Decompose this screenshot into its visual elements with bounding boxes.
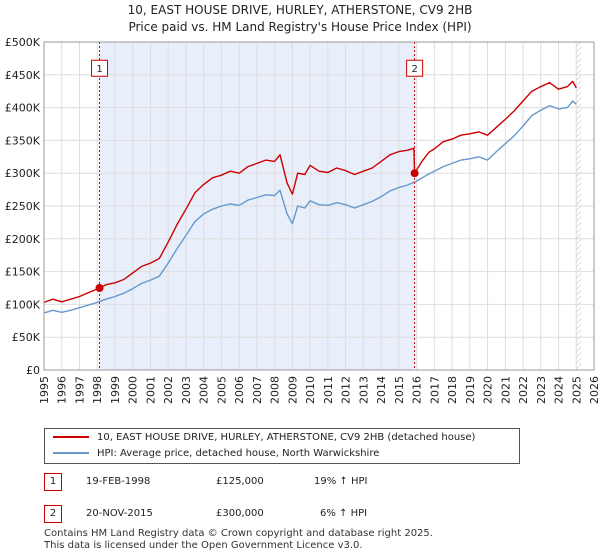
sale-point-1 — [95, 284, 104, 292]
sale-point-2 — [410, 169, 419, 178]
plot-frame — [43, 41, 595, 371]
footer-copyright: Contains HM Land Registry data © Crown c… — [44, 528, 433, 539]
x-tick-label: 1996 — [56, 376, 69, 404]
x-tick-label: 2016 — [411, 376, 424, 404]
transaction-hpi-1: 19% ↑ HPI — [314, 476, 368, 487]
x-tick-label: 2022 — [517, 376, 530, 404]
x-tick-label: 2006 — [233, 376, 246, 404]
x-tick-label: 2010 — [304, 376, 317, 404]
x-tick-label: 2014 — [375, 376, 388, 404]
x-tick-label: 2013 — [357, 376, 370, 404]
transaction-date-2: 20-NOV-2015 — [86, 508, 153, 519]
x-tick-label: 2004 — [198, 376, 211, 404]
legend-label-hpi: HPI: Average price, detached house, Nort… — [97, 448, 380, 459]
x-tick-label: 2007 — [251, 376, 264, 404]
x-tick-label: 2003 — [180, 376, 193, 404]
y-tick-label: £50K — [12, 331, 41, 344]
transaction-marker-2: 2 — [44, 505, 62, 523]
y-tick-label: £500K — [5, 36, 41, 49]
y-tick-label: £0 — [26, 364, 40, 377]
x-tick-label: 1997 — [73, 376, 86, 404]
transaction-price-1: £125,000 — [216, 476, 264, 487]
transaction-marker-1: 1 — [44, 473, 62, 491]
x-tick-label: 2015 — [393, 376, 406, 404]
y-tick-label: £450K — [5, 69, 41, 82]
x-tick-label: 1999 — [109, 376, 122, 404]
hpi-line — [43, 100, 577, 314]
sale-box-label-1: 1 — [96, 64, 102, 75]
footer-license: This data is licensed under the Open Gov… — [44, 540, 363, 551]
transaction-price-2: £300,000 — [216, 508, 264, 519]
sale-box-label-2: 2 — [411, 64, 417, 75]
sale-box-2 — [406, 59, 424, 77]
x-tick-label: 2024 — [553, 376, 566, 404]
y-tick-label: £150K — [5, 266, 41, 279]
y-tick-label: £300K — [5, 167, 41, 180]
x-tick-label: 2008 — [269, 376, 282, 404]
x-tick-label: 2017 — [428, 376, 441, 404]
x-tick-label: 2001 — [144, 376, 157, 404]
legend-item-property: 10, EAST HOUSE DRIVE, HURLEY, ATHERSTONE… — [53, 430, 475, 446]
x-tick-label: 2025 — [570, 376, 583, 404]
y-tick-label: £100K — [5, 298, 41, 311]
legend-item-hpi: HPI: Average price, detached house, Nort… — [53, 446, 379, 462]
x-tick-label: 2009 — [286, 376, 299, 404]
legend: 10, EAST HOUSE DRIVE, HURLEY, ATHERSTONE… — [44, 428, 520, 464]
x-tick-label: 2026 — [588, 376, 600, 404]
x-tick-label: 2012 — [340, 376, 353, 404]
chart-subtitle: Price paid vs. HM Land Registry's House … — [128, 20, 471, 34]
x-tick-label: 1998 — [91, 376, 104, 404]
y-tick-label: £250K — [5, 200, 41, 213]
x-tick-label: 1995 — [38, 376, 51, 404]
x-tick-label: 2002 — [162, 376, 175, 404]
x-tick-label: 2019 — [464, 376, 477, 404]
y-tick-label: £350K — [5, 134, 41, 147]
x-tick-label: 2011 — [322, 376, 335, 404]
x-tick-label: 2023 — [535, 376, 548, 404]
property-price-line — [43, 80, 577, 304]
y-tick-label: £200K — [5, 233, 41, 246]
footer: Contains HM Land Registry data © Crown c… — [44, 528, 433, 552]
transaction-date-1: 19-FEB-1998 — [86, 476, 151, 487]
legend-swatch-property — [53, 436, 89, 438]
x-tick-label: 2021 — [499, 376, 512, 404]
x-tick-label: 2005 — [215, 376, 228, 404]
x-tick-label: 2018 — [446, 376, 459, 404]
chart-title: 10, EAST HOUSE DRIVE, HURLEY, ATHERSTONE… — [128, 3, 473, 17]
x-tick-label: 2000 — [127, 376, 140, 404]
sale-box-1 — [91, 59, 109, 77]
y-tick-label: £400K — [5, 102, 41, 115]
transaction-hpi-2: 6% ↑ HPI — [320, 508, 368, 519]
x-tick-label: 2020 — [482, 376, 495, 404]
price-chart: 10, EAST HOUSE DRIVE, HURLEY, ATHERSTONE… — [5, 3, 600, 404]
legend-swatch-hpi — [53, 452, 89, 454]
legend-label-property: 10, EAST HOUSE DRIVE, HURLEY, ATHERSTONE… — [97, 432, 476, 443]
